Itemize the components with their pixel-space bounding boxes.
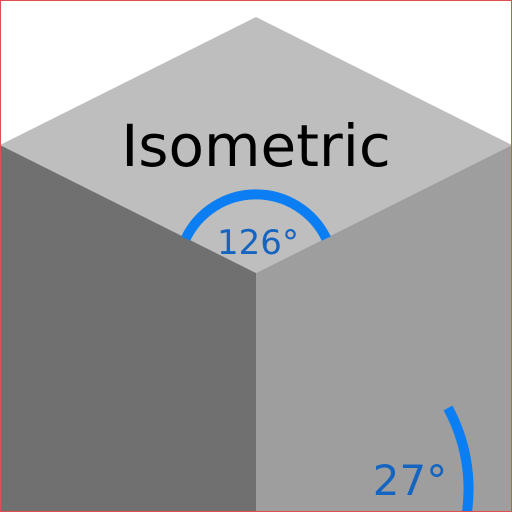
- cube-left-face: [0, 145, 256, 512]
- cube-right-face: [256, 145, 512, 512]
- top-angle-arc: [181, 189, 331, 241]
- top-angle-label: 126°: [217, 223, 299, 263]
- side-angle-arc: [443, 405, 474, 512]
- side-angle-label: 27°: [373, 456, 447, 505]
- diagram-title: Isometric: [121, 112, 391, 180]
